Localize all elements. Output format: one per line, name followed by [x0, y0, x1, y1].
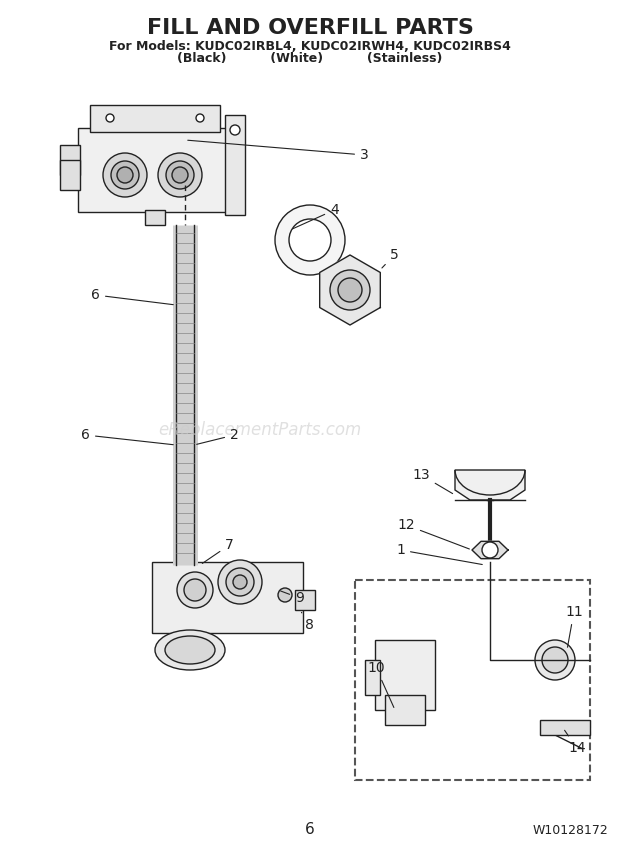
Circle shape [166, 161, 194, 189]
Text: 4: 4 [293, 203, 339, 229]
Circle shape [117, 167, 133, 183]
Text: For Models: KUDC02IRBL4, KUDC02IRWH4, KUDC02IRBS4: For Models: KUDC02IRBL4, KUDC02IRWH4, KU… [109, 40, 511, 53]
Ellipse shape [155, 630, 225, 670]
Circle shape [233, 575, 247, 589]
Text: FILL AND OVERFILL PARTS: FILL AND OVERFILL PARTS [146, 18, 474, 38]
Text: 9: 9 [281, 591, 304, 605]
Text: 14: 14 [565, 730, 586, 755]
Circle shape [338, 278, 362, 302]
Circle shape [103, 153, 147, 197]
Circle shape [196, 114, 204, 122]
Bar [355, 580, 590, 780]
Text: 6: 6 [81, 428, 173, 445]
Bar [375, 640, 435, 710]
FancyBboxPatch shape [78, 128, 227, 212]
Text: 5: 5 [382, 248, 399, 268]
Circle shape [542, 647, 568, 673]
Text: 6: 6 [91, 288, 173, 305]
Circle shape [184, 579, 206, 601]
Bar [225, 115, 245, 215]
Bar [145, 210, 165, 225]
Polygon shape [472, 541, 508, 559]
Text: 11: 11 [565, 605, 583, 647]
Text: 12: 12 [397, 518, 469, 549]
Bar [90, 105, 220, 132]
Text: 7: 7 [202, 538, 234, 563]
FancyBboxPatch shape [152, 562, 303, 633]
Bar [385, 695, 425, 725]
Circle shape [158, 153, 202, 197]
FancyArrowPatch shape [547, 731, 583, 749]
Text: 6: 6 [305, 823, 315, 837]
Circle shape [330, 270, 370, 310]
Circle shape [111, 161, 139, 189]
Circle shape [482, 542, 498, 558]
Text: eReplacementParts.com: eReplacementParts.com [158, 421, 361, 439]
Bar [540, 720, 590, 735]
Text: 2: 2 [197, 428, 239, 444]
Text: 1: 1 [396, 543, 482, 564]
Circle shape [535, 640, 575, 680]
Circle shape [218, 560, 262, 604]
Text: W10128172: W10128172 [532, 823, 608, 836]
Bar [295, 590, 315, 610]
Bar [60, 145, 80, 175]
Text: 10: 10 [368, 661, 394, 707]
Ellipse shape [275, 205, 345, 275]
Text: 8: 8 [301, 612, 314, 632]
Bar [60, 160, 80, 190]
Circle shape [226, 568, 254, 596]
Circle shape [172, 167, 188, 183]
Circle shape [106, 114, 114, 122]
Ellipse shape [165, 636, 215, 664]
Polygon shape [455, 470, 525, 500]
Bar [365, 660, 380, 695]
Circle shape [177, 572, 213, 608]
Text: 13: 13 [412, 468, 453, 494]
Ellipse shape [289, 219, 331, 261]
Text: (Black)          (White)          (Stainless): (Black) (White) (Stainless) [177, 52, 443, 65]
Circle shape [278, 588, 292, 602]
Text: 3: 3 [188, 140, 369, 162]
Circle shape [230, 125, 240, 135]
Polygon shape [320, 255, 380, 325]
